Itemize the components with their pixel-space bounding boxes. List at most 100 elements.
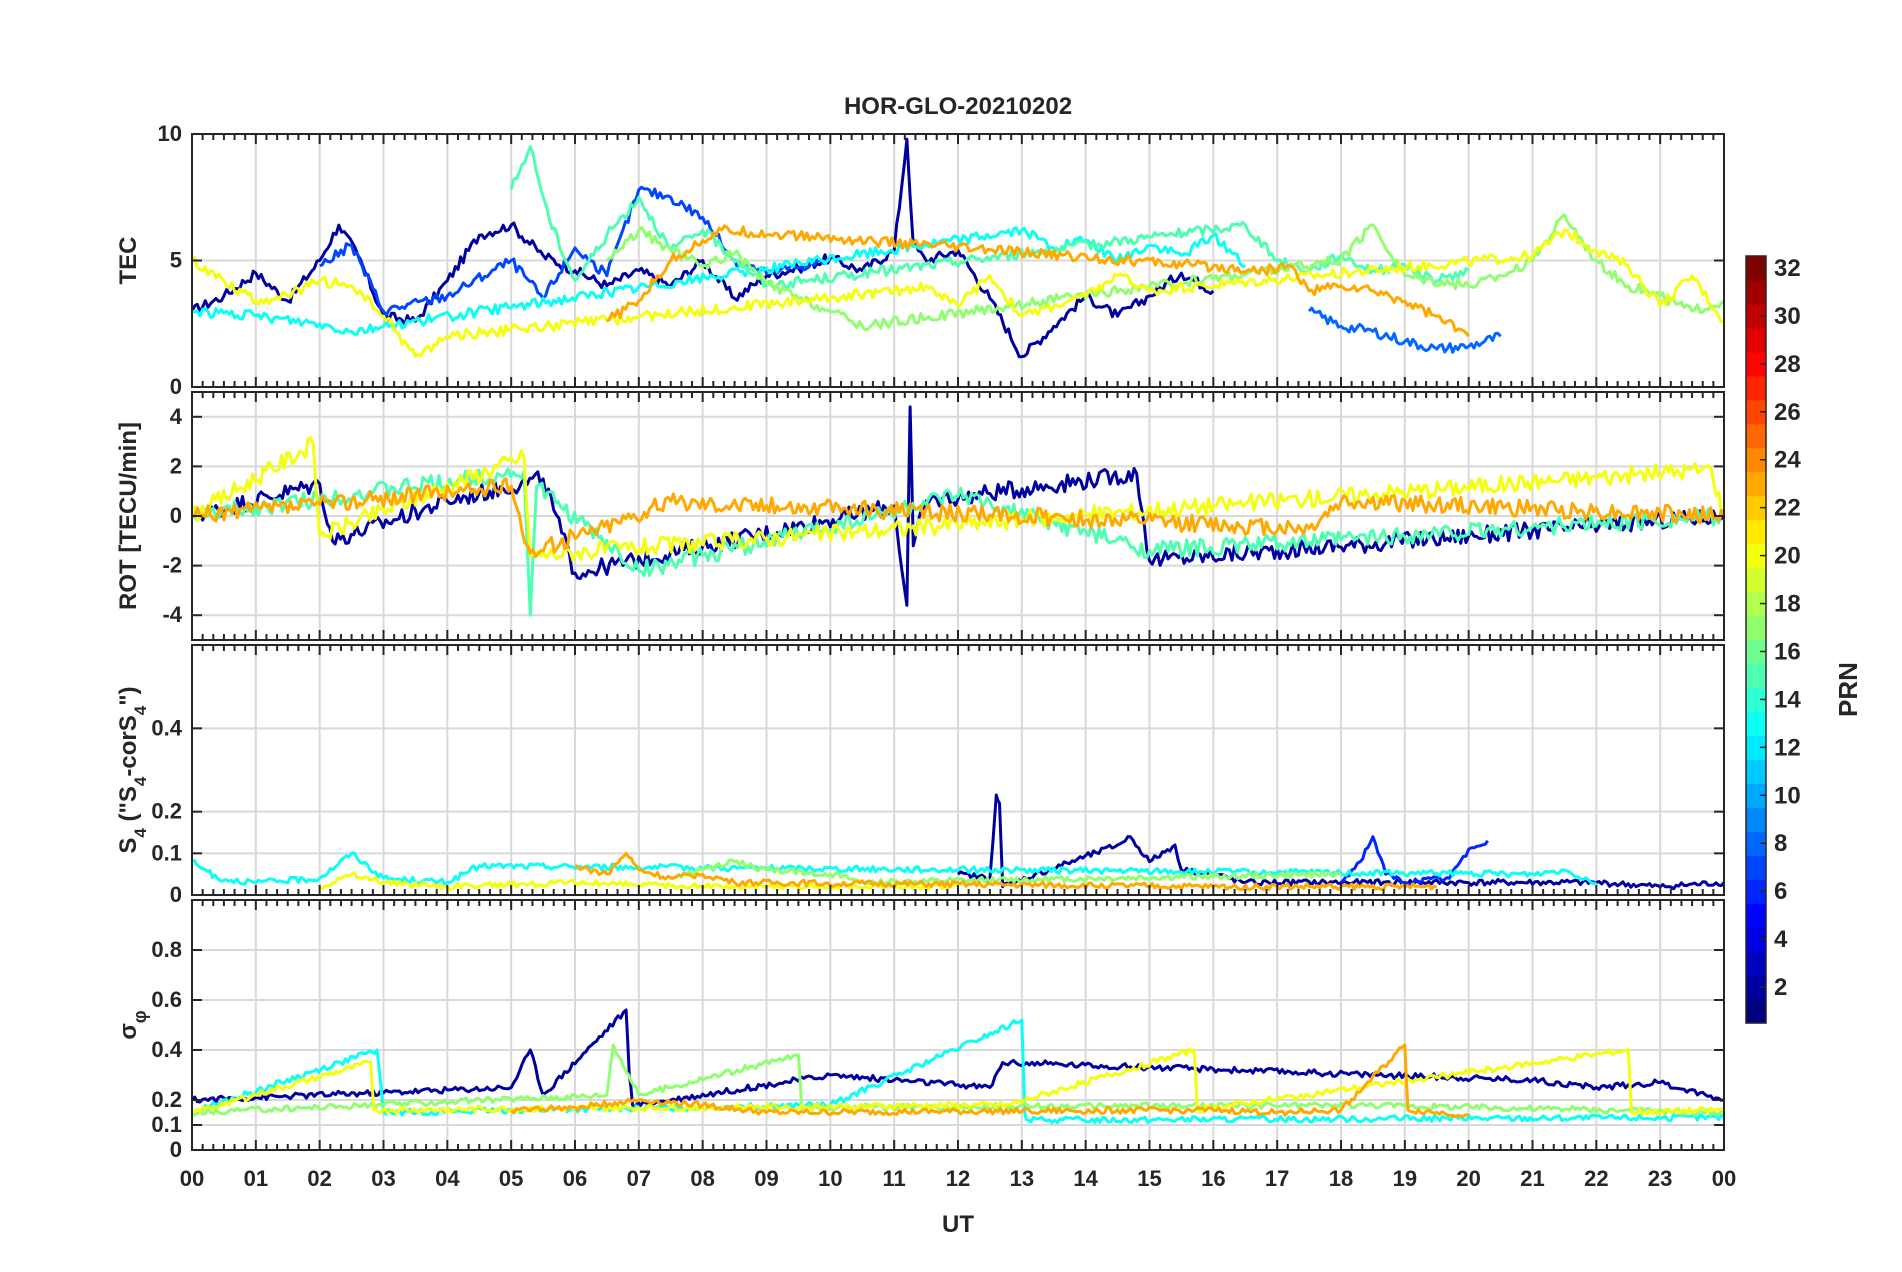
x-tick-label: 00 bbox=[180, 1166, 204, 1191]
y-axis-label-tec: TEC bbox=[115, 237, 142, 285]
colorbar-segment bbox=[1746, 999, 1766, 1024]
colorbar-segment bbox=[1746, 807, 1766, 832]
x-tick-label: 05 bbox=[499, 1166, 523, 1191]
y-axis-label-rot: ROT [TECU/min] bbox=[115, 422, 142, 610]
panel-tec-frame bbox=[191, 133, 1725, 388]
colorbar-tick-label: 6 bbox=[1774, 878, 1787, 905]
y-tick-label: 0.8 bbox=[151, 937, 182, 962]
x-tick-label: 19 bbox=[1393, 1166, 1417, 1191]
y-tick-label: 0 bbox=[170, 503, 182, 528]
x-tick-label: 15 bbox=[1137, 1166, 1161, 1191]
colorbar-segment bbox=[1746, 903, 1766, 928]
y-axis-label-s4: S4 ("S4-corS4") bbox=[115, 686, 150, 853]
colorbar-tick-label: 26 bbox=[1774, 399, 1801, 426]
panel-sigma-frame bbox=[191, 899, 1725, 1151]
colorbar-tick-label: 22 bbox=[1774, 495, 1801, 522]
series-line-prn-23 bbox=[510, 1043, 1469, 1119]
colorbar-tick-label: 20 bbox=[1774, 543, 1801, 570]
colorbar-tick-label: 4 bbox=[1774, 926, 1788, 953]
colorbar-segment bbox=[1746, 759, 1766, 784]
colorbar-segment bbox=[1746, 639, 1766, 665]
x-tick-label: 12 bbox=[946, 1166, 970, 1191]
x-tick-label: 17 bbox=[1265, 1166, 1289, 1191]
colorbar-tick-label: 2 bbox=[1774, 974, 1787, 1001]
colorbar-tick-label: 10 bbox=[1774, 782, 1801, 809]
panel-tec: 0 5 10 TEC bbox=[115, 121, 1725, 399]
panel-sigma-series bbox=[192, 1008, 1724, 1125]
colorbar-segment bbox=[1746, 975, 1766, 1000]
x-tick-label: 08 bbox=[690, 1166, 714, 1191]
colorbar-label: PRN bbox=[1833, 662, 1863, 717]
colorbar-segment bbox=[1746, 567, 1766, 593]
x-tick-label: 01 bbox=[244, 1166, 268, 1191]
colorbar-tick-label: 14 bbox=[1774, 686, 1801, 713]
colorbar-tick-label: 28 bbox=[1774, 351, 1801, 378]
y-tick-label: 2 bbox=[170, 453, 182, 478]
series-line-prn-2 bbox=[192, 405, 1724, 607]
colorbar-segment bbox=[1746, 831, 1766, 856]
chart-title: HOR-GLO-20210202 bbox=[844, 93, 1072, 120]
series-line-prn-23 bbox=[606, 224, 1470, 338]
y-tick-label: 0 bbox=[170, 882, 182, 907]
colorbar-segment bbox=[1746, 855, 1766, 880]
y-tick-label: 0.4 bbox=[151, 1037, 182, 1062]
panel-rot-frame bbox=[191, 391, 1725, 641]
x-tick-label: 14 bbox=[1073, 1166, 1098, 1191]
colorbar-segment bbox=[1746, 951, 1766, 976]
y-tick-label: -4 bbox=[162, 602, 182, 627]
series-line-prn-13 bbox=[192, 851, 1598, 886]
y-tick-label: 0.4 bbox=[151, 715, 182, 740]
colorbar-tick-label: 18 bbox=[1774, 591, 1801, 618]
colorbar-segment bbox=[1746, 735, 1766, 760]
panel-rot: -4 -2 0 2 4 ROT [TECU/min] bbox=[115, 391, 1725, 641]
x-tick-label: 04 bbox=[435, 1166, 460, 1191]
series-line-prn-2 bbox=[192, 1008, 1724, 1109]
colorbar-segment bbox=[1746, 879, 1766, 904]
panel-sigma: 00.10.2 0.4 0.6 0.8 σφ bbox=[115, 899, 1725, 1162]
x-tick-label: 11 bbox=[883, 1166, 906, 1191]
x-axis-label: UT bbox=[942, 1211, 974, 1238]
x-tick-label: 10 bbox=[818, 1166, 842, 1191]
x-tick-label: 13 bbox=[1010, 1166, 1034, 1191]
panel-rot-series bbox=[192, 405, 1724, 617]
x-tick-label: 00 bbox=[1712, 1166, 1736, 1191]
colorbar-segment bbox=[1746, 663, 1766, 689]
colorbar-segment bbox=[1746, 256, 1766, 281]
y-tick-label: 0 bbox=[170, 374, 182, 399]
series-line-prn-17 bbox=[192, 1043, 1724, 1117]
colorbar-segment bbox=[1746, 471, 1766, 497]
colorbar-frame bbox=[1745, 255, 1767, 1024]
colorbar-segment bbox=[1746, 591, 1766, 617]
colorbar-segment bbox=[1746, 495, 1766, 521]
x-tick-label: 07 bbox=[627, 1166, 651, 1191]
y-tick-label: -2 bbox=[162, 553, 182, 578]
panel-s4-frame bbox=[191, 644, 1725, 896]
colorbar-segment bbox=[1746, 375, 1766, 401]
series-line-prn-20 bbox=[192, 228, 1724, 359]
x-tick-labels: 00 01 02 03 04 05 06 07 08 09 10 11 12 13 14 15 16 17 18 19… bbox=[180, 1166, 1736, 1191]
series-line-prn-17 bbox=[670, 858, 1342, 887]
colorbar-tick-label: 12 bbox=[1774, 734, 1801, 761]
panel-tec-series bbox=[192, 137, 1724, 359]
y-tick-label: 0.2 bbox=[151, 799, 182, 824]
y-tick-label: 0 bbox=[170, 1137, 182, 1162]
y-tick-label: 0.6 bbox=[151, 987, 182, 1012]
colorbar-segment bbox=[1746, 615, 1766, 641]
colorbar-segment bbox=[1746, 711, 1766, 736]
colorbar-tick-label: 8 bbox=[1774, 830, 1787, 857]
colorbar-tick-label: 30 bbox=[1774, 303, 1801, 330]
panel-s4: 0 0.1 0.2 0.4S4 ("S4-corS4") bbox=[115, 644, 1725, 907]
y-tick-label: 10 bbox=[158, 121, 182, 146]
colorbar-segment bbox=[1746, 447, 1766, 473]
panel-s4-series bbox=[192, 793, 1724, 892]
series-line-prn-6 bbox=[1339, 835, 1489, 886]
y-axis-label-sigma: σφ bbox=[115, 1010, 150, 1039]
y-tick-label: 4 bbox=[170, 404, 183, 429]
colorbar-segment bbox=[1746, 927, 1766, 952]
series-line-prn-8 bbox=[1307, 306, 1502, 354]
colorbar-segment bbox=[1746, 783, 1766, 808]
x-tick-label: 16 bbox=[1201, 1166, 1225, 1191]
